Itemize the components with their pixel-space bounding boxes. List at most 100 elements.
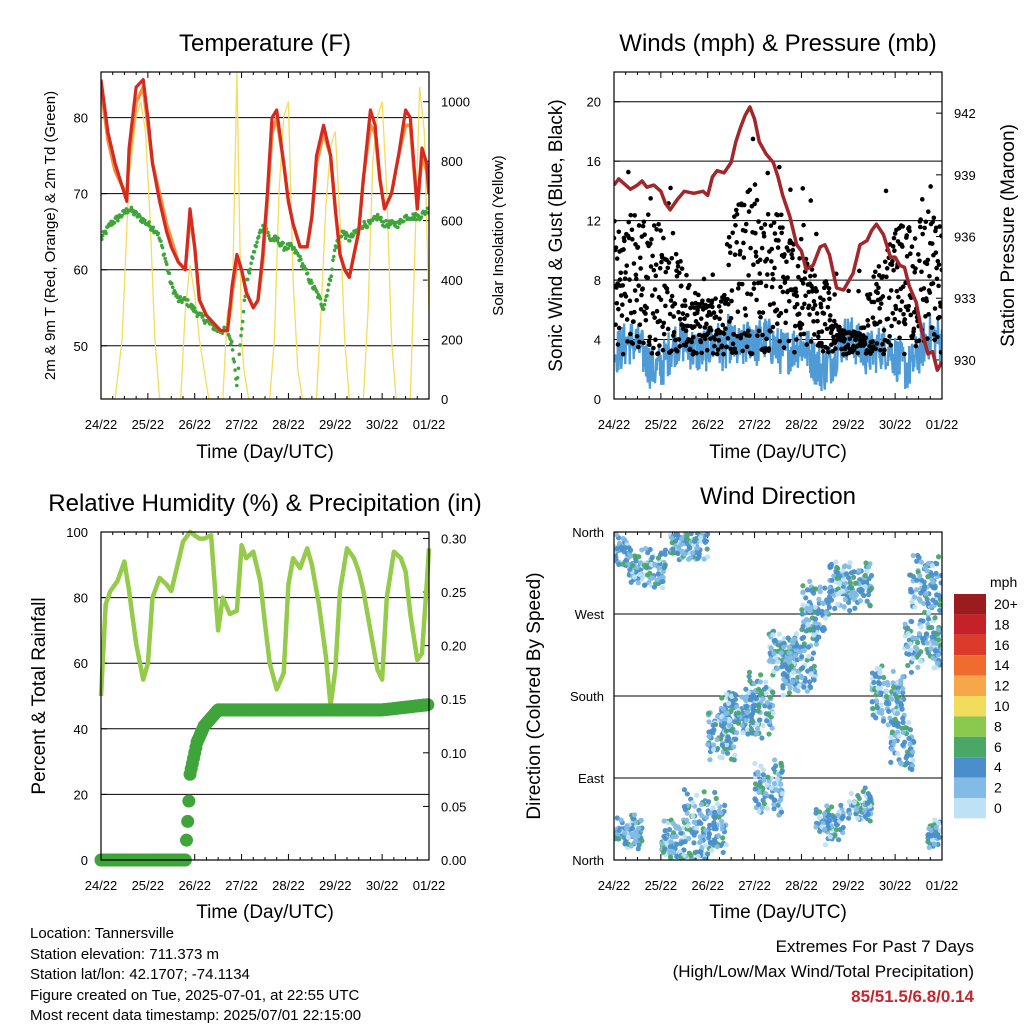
- direction-point: [615, 546, 620, 551]
- gust-point: [788, 187, 793, 192]
- direction-point: [784, 674, 789, 679]
- direction-point: [621, 536, 626, 541]
- gust-point: [787, 299, 792, 304]
- direction-point: [817, 829, 822, 834]
- direction-point: [752, 761, 757, 766]
- gust-point: [661, 236, 666, 241]
- direction-point: [869, 586, 874, 591]
- direction-point: [773, 787, 778, 792]
- wind-segment: [772, 362, 773, 364]
- wind-segment: [647, 344, 648, 372]
- gust-point: [650, 293, 655, 298]
- direction-point: [690, 550, 695, 555]
- gust-point: [872, 300, 877, 305]
- direction-point: [781, 644, 786, 649]
- wind-segment: [658, 359, 659, 361]
- legend-label: 10: [994, 698, 1010, 714]
- gust-point: [930, 325, 935, 330]
- gust-point: [815, 319, 820, 324]
- gust-point: [718, 309, 723, 314]
- gust-point: [678, 259, 683, 264]
- gust-point: [935, 335, 940, 340]
- direction-point: [706, 799, 711, 804]
- dewpoint-point: [170, 282, 174, 286]
- direction-point: [709, 848, 714, 853]
- gust-point: [659, 298, 664, 303]
- x-tick-label: 01/22: [926, 417, 959, 432]
- wind-segment: [621, 361, 622, 369]
- direction-point: [715, 737, 720, 742]
- direction-point: [639, 818, 644, 823]
- direction-point: [908, 587, 913, 592]
- y-axis-label: 2m & 9m T (Red, Orange) & 2m Td (Green): [42, 91, 59, 380]
- direction-point: [706, 711, 711, 716]
- gust-point: [855, 351, 860, 356]
- direction-point: [715, 844, 720, 849]
- dewpoint-point: [231, 348, 235, 352]
- legend-swatch: [954, 655, 986, 675]
- dewpoint-point: [242, 310, 246, 314]
- gust-point: [736, 286, 741, 291]
- gust-point: [755, 333, 760, 338]
- direction-point: [763, 680, 768, 685]
- gust-point: [673, 302, 678, 307]
- gust-point: [628, 332, 633, 337]
- gust-point: [741, 241, 746, 246]
- gust-point: [812, 299, 817, 304]
- direction-point: [812, 677, 817, 682]
- direction-point: [767, 704, 772, 709]
- direction-point: [801, 624, 806, 629]
- gust-point: [779, 212, 784, 217]
- gust-point: [647, 343, 652, 348]
- direction-point: [679, 536, 684, 541]
- gust-point: [667, 260, 672, 265]
- direction-point: [914, 646, 919, 651]
- direction-point: [642, 582, 647, 587]
- extremes-subtitle: (High/Low/Max Wind/Total Precipitation): [673, 959, 974, 984]
- direction-point: [832, 833, 837, 838]
- gust-point: [880, 342, 885, 347]
- gust-point: [653, 287, 658, 292]
- gust-point: [726, 336, 731, 341]
- legend-label: 20+: [994, 596, 1018, 612]
- gust-point: [832, 292, 837, 297]
- gust-point: [632, 261, 637, 266]
- direction-point: [656, 571, 661, 576]
- direction-point: [705, 554, 710, 559]
- legend-swatch: [954, 676, 986, 696]
- direction-point: [624, 823, 629, 828]
- direction-point: [871, 680, 876, 685]
- gust-point: [665, 266, 670, 271]
- wind-segment: [766, 321, 767, 328]
- direction-point: [616, 836, 621, 841]
- gust-point: [913, 236, 918, 241]
- gust-point: [751, 286, 756, 291]
- direction-point: [839, 816, 844, 821]
- legend-swatch: [954, 696, 986, 716]
- legend-label: 6: [994, 739, 1002, 755]
- gust-point: [791, 248, 796, 253]
- direction-point: [703, 540, 708, 545]
- gust-point: [649, 237, 654, 242]
- gust-point: [687, 283, 692, 288]
- direction-point: [727, 723, 732, 728]
- gust-point: [641, 341, 646, 346]
- gust-point: [863, 335, 868, 340]
- direction-point: [711, 723, 716, 728]
- gust-point: [685, 313, 690, 318]
- gust-point: [683, 298, 688, 303]
- gust-point: [624, 294, 629, 299]
- gust-point: [638, 322, 643, 327]
- direction-point: [906, 631, 911, 636]
- dewpoint-point: [402, 219, 406, 223]
- wind-segment: [836, 371, 837, 375]
- x-tick-label: 30/22: [879, 878, 912, 893]
- direction-point: [822, 811, 827, 816]
- direction-point: [922, 579, 927, 584]
- gust-point: [792, 350, 797, 355]
- y-tick-label: East: [578, 771, 604, 786]
- gust-point: [678, 317, 683, 322]
- direction-point: [863, 560, 868, 565]
- direction-point: [650, 555, 655, 560]
- direction-point: [779, 650, 784, 655]
